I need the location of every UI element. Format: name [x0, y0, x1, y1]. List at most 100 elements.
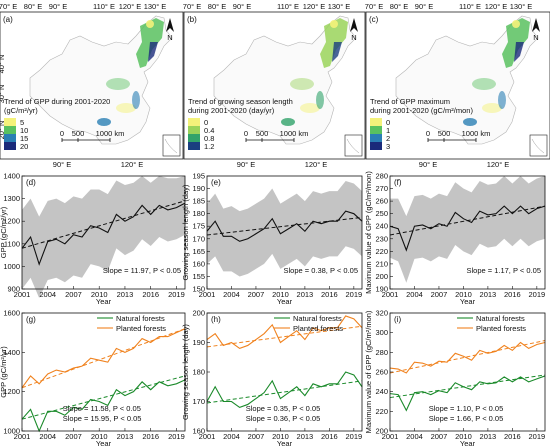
y-tick-label: 1400: [3, 172, 20, 181]
y-axis-label: GPP (gC/m²/yr): [0, 346, 8, 398]
x-tick-label: 2019: [168, 432, 185, 441]
slope-annotation: Slope = 0.36, P < 0.05: [246, 414, 321, 423]
x-axis-label: Year: [96, 297, 112, 306]
panel-label: (d): [26, 178, 36, 187]
trend-line: [206, 325, 363, 348]
north-arrow-icon: [350, 18, 358, 32]
y-tick-label: 200: [375, 272, 388, 281]
legend-value: 3: [386, 142, 390, 151]
trend-line: [389, 205, 546, 236]
x-tick-label: 2016: [142, 290, 159, 299]
y-tick-label: 280: [375, 348, 388, 357]
series-line: [389, 375, 546, 412]
y-tick-label: 150: [192, 285, 205, 294]
x-tick-label: 2001: [14, 290, 31, 299]
map-tick-top: 90° E: [49, 2, 67, 11]
legend-swatch: [4, 118, 16, 126]
x-tick-label: 2013: [480, 290, 497, 299]
x-axis-label: Year: [460, 297, 476, 306]
slope-annotation: Slope = 1.66, P < 0.05: [429, 414, 504, 423]
x-tick-label: 2004: [39, 290, 56, 299]
trend-area-south: [482, 103, 502, 113]
y-tick-label: 260: [375, 197, 388, 206]
legend-value: 15: [20, 134, 28, 143]
map-tick-top: 110° E: [277, 2, 299, 11]
north-label: N: [351, 33, 356, 42]
y-tick-label: 220: [375, 407, 388, 416]
inset-frame: [344, 134, 363, 157]
map-tick-top: 130° E: [510, 2, 533, 11]
map-panel: (a) N Trend of GPP during 2001-2020(gC/m²/…: [0, 11, 184, 160]
x-tick-label: 2001: [14, 432, 31, 441]
panel-label: (i): [394, 315, 401, 324]
chart-panel: 190 200 210 220 230 240 250 260 270 280 2001 2004 20…: [364, 171, 546, 306]
legend-label: Planted forests: [476, 324, 526, 333]
scale-label: 500: [256, 129, 269, 138]
chart-panel: 900 1000 1100 1200 1300 1400 2001 2004 2007 2010 2…: [0, 172, 186, 306]
slope-annotation: Slope = 0.38, P < 0.05: [283, 266, 358, 275]
trend-line: [21, 200, 186, 249]
trend-area-northeast-high: [148, 42, 158, 62]
y-tick-label: 230: [375, 234, 388, 243]
legend-value: 2: [386, 134, 390, 143]
y-axis-label: Maximum value of GPP (gC/m²/mon): [364, 171, 373, 294]
x-tick-label: 2016: [504, 290, 521, 299]
y-tick-label: 320: [375, 309, 388, 318]
x-tick-label: 2019: [345, 432, 362, 441]
trend-line: [389, 374, 546, 399]
y-tick-label: 240: [375, 222, 388, 231]
x-tick-label: 2010: [455, 432, 472, 441]
scale-label: 1000 km: [96, 129, 125, 138]
x-tick-label: 2013: [297, 432, 314, 441]
x-tick-label: 2013: [117, 432, 134, 441]
x-tick-label: 2016: [142, 432, 159, 441]
legend-value: 10: [20, 126, 28, 135]
inset-frame: [529, 134, 548, 157]
x-tick-label: 2019: [168, 290, 185, 299]
x-tick-label: 2001: [199, 290, 216, 299]
axes-frame: [21, 175, 186, 290]
map-tick-top: 130° E: [144, 2, 167, 11]
map-tick-top: 80° E: [208, 2, 226, 11]
map-tick-bottom: 120° E: [121, 160, 144, 169]
x-tick-label: 2004: [39, 432, 56, 441]
x-tick-label: 2013: [297, 290, 314, 299]
trend-area-southwest: [463, 118, 477, 126]
x-tick-label: 2004: [406, 432, 423, 441]
inset-coast: [346, 138, 360, 154]
map-tick-top: 80° E: [390, 2, 408, 11]
y-tick-label: 185: [192, 197, 205, 206]
slope-annotation: Slope = 11.97, P < 0.05: [103, 266, 181, 275]
map-tick-top: 110° E: [93, 2, 115, 11]
x-axis-label: Year: [277, 439, 293, 446]
x-tick-label: 2007: [248, 290, 265, 299]
legend-label: Natural forests: [116, 314, 165, 323]
x-tick-label: 2004: [223, 290, 240, 299]
trend-area-south: [116, 103, 136, 113]
y-tick-label: 1600: [3, 309, 20, 318]
axes-frame: [21, 312, 186, 432]
y-tick-label: 240: [375, 387, 388, 396]
country-outline: [213, 15, 357, 145]
trend-area-east: [316, 91, 324, 109]
north-arrow-icon: [532, 18, 540, 32]
legend-value: 0.8: [204, 134, 214, 143]
map-tick-top: 70° E: [0, 2, 17, 11]
y-axis-label: Growing season length (day): [181, 324, 190, 420]
panel-label: (c): [369, 15, 379, 24]
legend-swatch: [188, 142, 200, 150]
x-tick-label: 2013: [480, 432, 497, 441]
legend-value: 5: [20, 118, 24, 127]
scale-label: 0: [426, 129, 430, 138]
y-tick-label: 1200: [3, 217, 20, 226]
uncertainty-band: [207, 181, 362, 277]
y-tick-label: 900: [7, 285, 20, 294]
trend-area-north: [330, 20, 338, 28]
x-tick-label: 2016: [321, 432, 338, 441]
y-tick-label: 260: [375, 368, 388, 377]
panel-label: (h): [211, 315, 221, 324]
y-tick-label: 300: [375, 328, 388, 337]
trend-line: [21, 375, 186, 420]
y-tick-label: 165: [192, 247, 205, 256]
